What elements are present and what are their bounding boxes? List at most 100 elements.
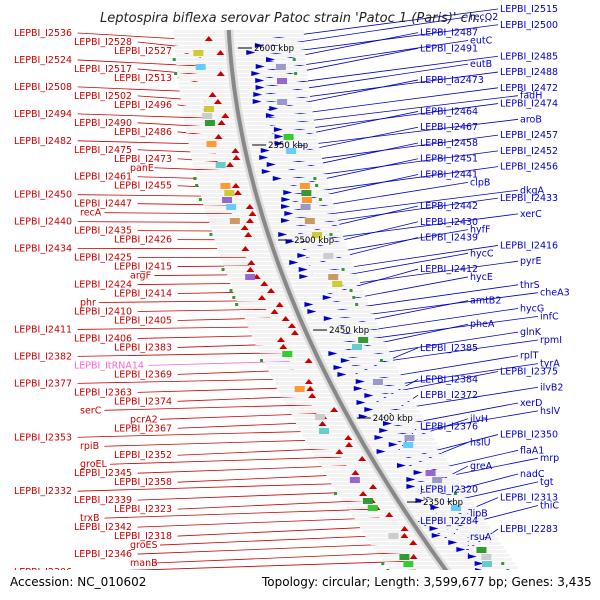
track-band	[238, 302, 369, 305]
track-band	[222, 262, 353, 265]
track-band	[333, 486, 464, 489]
gene-feature-box	[312, 232, 323, 238]
left-gene-label: LEPBI_I2367	[114, 423, 172, 434]
right-gene-label: LEPBI_I2452	[500, 146, 558, 157]
right-leader-line	[298, 205, 419, 235]
right-gene-label: ilvB2	[540, 382, 563, 393]
right-gene-label: LEPBI_I2458	[420, 138, 478, 149]
right-gene-label: hycG	[520, 303, 544, 314]
track-band	[276, 386, 407, 389]
track-band	[196, 178, 327, 181]
gene-feature-box	[404, 435, 415, 441]
right-gene-label: lipB	[470, 508, 488, 519]
track-band	[295, 422, 426, 425]
gc-skew-dot	[379, 359, 383, 362]
gene-feature-box	[286, 148, 297, 154]
left-leader-line	[177, 474, 352, 483]
forward-gene-arrow	[304, 302, 314, 307]
forward-gene-arrow	[261, 169, 271, 174]
right-leader-line	[359, 355, 519, 382]
left-leader-line	[104, 508, 374, 519]
track-band	[370, 542, 501, 545]
track-band	[280, 394, 411, 397]
track-band	[244, 318, 375, 321]
forward-gene-arrow	[266, 162, 276, 167]
right-gene-label: pyrE	[520, 256, 542, 267]
reverse-gene-arrow	[247, 260, 256, 265]
forward-gene-arrow	[299, 274, 309, 279]
gene-feature-box	[245, 274, 256, 280]
right-gene-label: hslV	[540, 406, 561, 417]
reverse-gene-arrow	[345, 442, 354, 447]
right-gene-label: aroB	[520, 114, 542, 125]
track-band	[177, 70, 308, 73]
gene-feature-box	[304, 218, 315, 224]
left-leader-line	[77, 482, 358, 492]
left-leader-line	[104, 212, 232, 215]
track-band	[314, 454, 445, 457]
right-gene-label: greA	[470, 461, 493, 472]
gene-feature-box	[300, 204, 311, 210]
left-gene-label: LEPBI_I2377	[14, 378, 72, 389]
left-gene-label: groEL	[80, 459, 108, 470]
forward-gene-arrow	[474, 561, 484, 566]
track-band	[225, 270, 356, 273]
right-gene-label: xerD	[520, 398, 542, 409]
reverse-gene-arrow	[400, 533, 409, 538]
gene-feature-box	[299, 183, 310, 189]
track-band	[241, 310, 372, 313]
left-leader-line	[137, 517, 380, 528]
track-band	[199, 190, 330, 193]
left-gene-label: LEPBI_I2363	[74, 387, 132, 398]
gene-feature-box	[403, 442, 414, 448]
right-leader-line	[348, 331, 519, 359]
right-leader-line	[262, 40, 469, 72]
left-gene-label: LEPBI_I2353	[14, 432, 72, 443]
reverse-gene-arrow	[232, 155, 241, 160]
gene-feature-box	[332, 281, 343, 287]
track-band	[234, 294, 365, 297]
left-gene-label: LEPBI_I2490	[74, 118, 132, 129]
forward-gene-arrow	[274, 134, 284, 139]
left-gene-label: LEPBI_I2494	[14, 109, 72, 120]
track-band	[257, 346, 388, 349]
left-gene-label: manB	[130, 558, 158, 569]
right-gene-label: LEPBI_I2384	[420, 374, 478, 385]
reverse-gene-arrow	[304, 379, 313, 384]
right-gene-label: eutC	[470, 36, 493, 47]
right-gene-label: glnK	[520, 327, 542, 338]
left-gene-label: LEPBI_I2346	[74, 549, 132, 560]
left-leader-line	[77, 430, 327, 438]
track-band	[181, 106, 312, 109]
track-band	[173, 30, 304, 33]
right-gene-label: clpB	[470, 177, 490, 188]
reverse-gene-arrow	[260, 281, 269, 286]
reverse-gene-arrow	[290, 330, 299, 335]
gene-feature-box	[204, 120, 215, 126]
forward-gene-arrow	[281, 204, 291, 209]
gc-skew-dot	[294, 72, 298, 75]
reverse-gene-arrow	[359, 491, 368, 496]
accession-text: Accession: NC_010602	[10, 575, 146, 589]
forward-gene-arrow	[280, 218, 290, 223]
left-gene-label: recA	[80, 208, 102, 219]
reverse-gene-arrow	[245, 218, 254, 223]
reverse-gene-arrow	[213, 99, 222, 104]
track-band	[178, 82, 309, 85]
footer-bg	[0, 570, 600, 600]
track-band	[205, 210, 336, 213]
right-leader-line	[431, 481, 539, 507]
left-gene-label: panE	[130, 163, 154, 174]
forward-gene-arrow	[328, 351, 338, 356]
right-gene-label: LEPBI_I2439	[420, 233, 478, 244]
right-gene-label: LEPBI_I2500	[500, 20, 558, 31]
track-band	[179, 90, 310, 93]
reverse-gene-arrow	[318, 421, 327, 426]
track-band	[368, 538, 499, 541]
track-band	[251, 334, 382, 337]
right-gene-label: amtB2	[470, 296, 501, 307]
right-gene-label: LEPBI_I2485	[500, 51, 558, 62]
right-gene-label: LEPBI_I2464	[420, 106, 478, 117]
